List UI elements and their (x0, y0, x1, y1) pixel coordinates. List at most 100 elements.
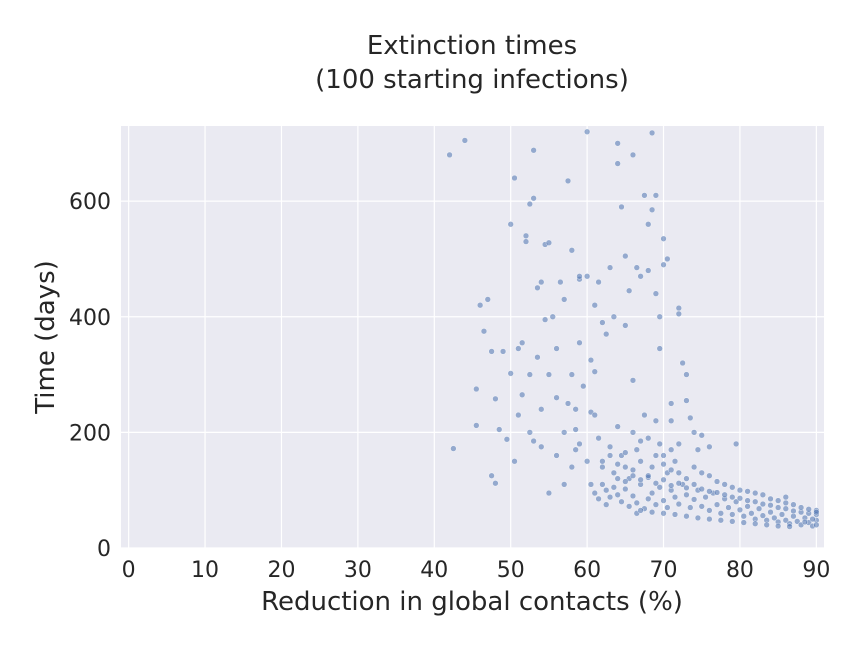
scatter-point (549, 313, 556, 320)
scatter-point (729, 494, 736, 501)
scatter-point (668, 417, 675, 424)
scatter-point (656, 345, 663, 352)
scatter-point (591, 302, 598, 309)
scatter-point (721, 481, 728, 488)
scatter-point (778, 511, 786, 518)
scatter-point (645, 221, 652, 228)
scatter-point (629, 151, 637, 159)
scatter-point (629, 492, 637, 500)
scatter-point (568, 247, 575, 254)
scatter-point (515, 411, 522, 419)
scatter-point (775, 504, 782, 511)
scatter-point (599, 481, 606, 488)
scatter-point (618, 498, 625, 505)
scatter-point (637, 437, 644, 445)
scatter-point (683, 491, 690, 498)
scatter-point (652, 290, 659, 297)
scatter-point (660, 476, 667, 483)
scatter-point (530, 437, 537, 445)
scatter-point (668, 400, 675, 407)
scatter-point (752, 489, 759, 497)
y-tick-label: 600 (69, 190, 111, 215)
scatter-point (599, 319, 606, 326)
scatter-point (561, 296, 568, 303)
scatter-point (614, 475, 621, 482)
scatter-point (587, 481, 595, 488)
scatter-point (671, 494, 679, 501)
scatter-point (473, 422, 480, 429)
scatter-point (645, 267, 652, 274)
scatter-point (698, 503, 705, 510)
scatter-point (729, 484, 736, 491)
scatter-point (759, 512, 766, 519)
scatter-point (733, 498, 740, 505)
scatter-point (610, 313, 617, 320)
x-tick-label: 90 (802, 558, 830, 583)
scatter-point (622, 252, 629, 260)
scatter-point (671, 511, 679, 518)
scatter-point (599, 458, 606, 465)
scatter-point (618, 203, 625, 211)
scatter-point (626, 287, 633, 294)
scatter-point (564, 177, 572, 185)
scatter-point (530, 195, 537, 202)
scatter-points (446, 128, 820, 530)
scatter-point (767, 495, 774, 502)
scatter-point (584, 128, 591, 135)
scatter-point (622, 322, 629, 329)
scatter-point (775, 522, 782, 530)
scatter-point (450, 445, 457, 452)
scatter-point (591, 411, 598, 419)
scatter-point (637, 273, 644, 280)
scatter-point (744, 497, 751, 504)
scatter-point (652, 480, 659, 487)
scatter-point (648, 129, 656, 137)
scatter-point (564, 400, 572, 407)
scatter-point (740, 513, 747, 520)
scatter-point (507, 370, 514, 377)
scatter-point (595, 278, 602, 286)
scatter-point (671, 458, 679, 465)
scatter-point (606, 443, 614, 450)
scatter-point (652, 501, 659, 508)
scatter-point (652, 452, 659, 459)
scatter-point (717, 510, 724, 517)
scatter-point (660, 510, 667, 517)
scatter-point (526, 371, 533, 378)
scatter-point (576, 440, 583, 448)
scatter-point (526, 200, 533, 208)
scatter-point (809, 515, 816, 523)
scatter-point (522, 238, 530, 245)
scatter-point (519, 339, 526, 346)
scatter-point (652, 417, 659, 424)
scatter-point (675, 440, 682, 448)
scatter-point (694, 514, 702, 522)
scatter-point (675, 500, 682, 508)
scatter-point (576, 273, 583, 280)
scatter-point (683, 397, 690, 404)
scatter-point (748, 510, 755, 517)
scatter-point (561, 481, 568, 488)
scatter-point (461, 137, 468, 144)
scatter-point (782, 517, 789, 524)
scatter-point (580, 383, 587, 390)
y-tick-labels: 0 200 400 600 (69, 190, 111, 562)
scatter-point (801, 518, 808, 526)
scatter-point (622, 463, 629, 471)
scatter-point (538, 406, 545, 413)
scatter-point (794, 518, 801, 525)
scatter-point (782, 499, 789, 507)
scatter-point (522, 232, 530, 239)
grid-lines (121, 126, 824, 549)
scatter-point (729, 518, 736, 525)
scatter-point (572, 406, 579, 413)
scatter-point (752, 520, 759, 527)
scatter-point (568, 463, 575, 471)
scatter-point (786, 523, 793, 530)
x-tick-label: 60 (573, 558, 601, 583)
scatter-point (541, 316, 549, 323)
scatter-point (645, 435, 652, 442)
scatter-point (668, 482, 675, 489)
scatter-point (690, 481, 698, 488)
scatter-point (736, 487, 744, 494)
